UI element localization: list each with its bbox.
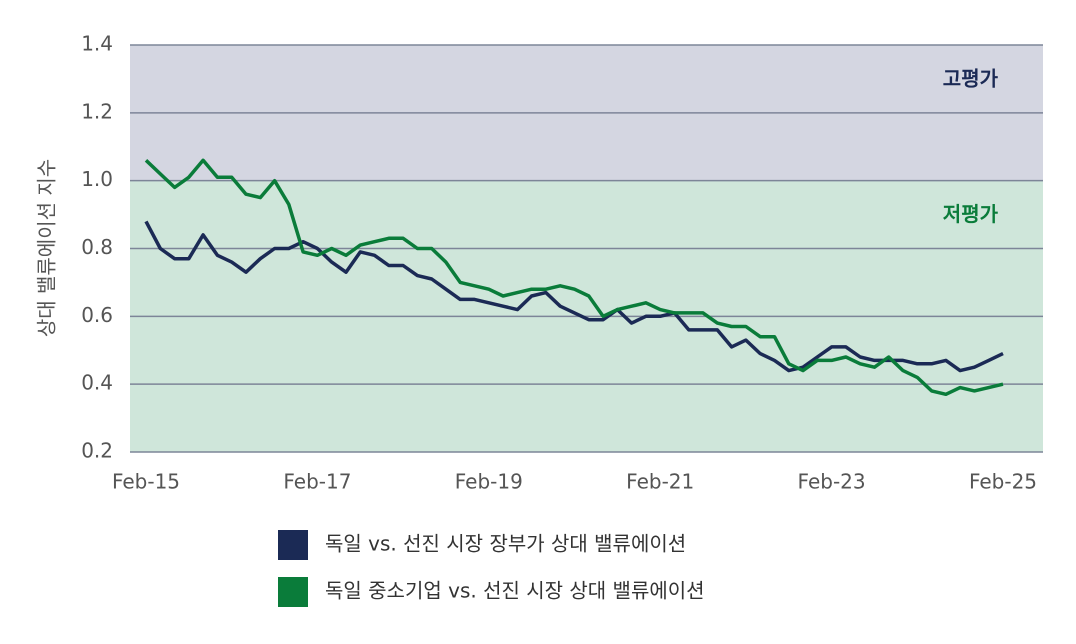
legend-label: 독일 vs. 선진 시장 장부가 상대 밸류에이션 xyxy=(325,532,686,556)
x-tick-label: Feb-23 xyxy=(798,470,866,494)
y-tick-label: 1.2 xyxy=(81,99,113,123)
x-tick-label: Feb-19 xyxy=(455,470,523,494)
band-label: 저평가 xyxy=(943,202,999,226)
x-tick-label: Feb-21 xyxy=(626,470,694,494)
y-tick-label: 1.0 xyxy=(81,167,113,191)
x-tick-label: Feb-17 xyxy=(283,470,351,494)
legend-label: 독일 중소기업 vs. 선진 시장 상대 밸류에이션 xyxy=(325,579,705,603)
x-tick-label: Feb-15 xyxy=(112,470,180,494)
band-label: 고평가 xyxy=(943,67,999,91)
legend-swatch xyxy=(278,577,308,607)
y-axis-label: 상대 밸류에이션 지수 xyxy=(35,159,59,337)
series-line xyxy=(144,158,1004,397)
legend-swatch xyxy=(278,530,308,560)
y-tick-label: 0.2 xyxy=(81,439,113,463)
y-tick-label: 1.4 xyxy=(81,32,113,56)
series-line xyxy=(144,220,1004,373)
y-tick-label: 0.4 xyxy=(81,371,113,395)
y-tick-label: 0.8 xyxy=(81,235,113,259)
y-tick-label: 0.6 xyxy=(81,303,113,327)
x-tick-label: Feb-25 xyxy=(969,470,1037,494)
